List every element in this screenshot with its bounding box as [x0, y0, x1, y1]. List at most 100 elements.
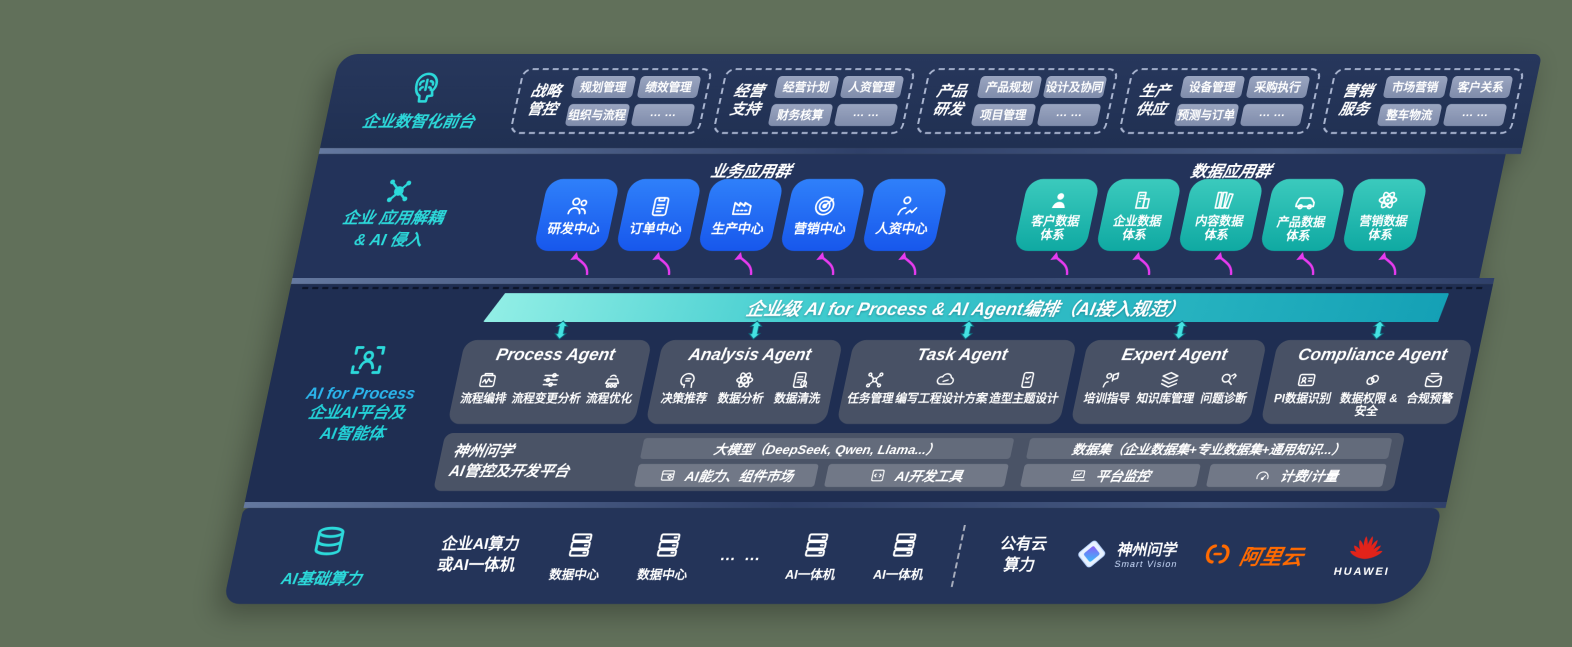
public-cloud-line2: 算力	[1001, 557, 1037, 574]
training-icon	[1097, 369, 1124, 391]
chip[interactable]: 设备管理	[1179, 76, 1245, 98]
tile-production-center[interactable]: 生产中心	[697, 179, 785, 251]
aliyun-logo: 阿里云	[1198, 541, 1306, 571]
flow-chart-icon	[474, 369, 501, 391]
chip[interactable]: 绩效管理	[636, 76, 702, 98]
chip[interactable]: 财务核算	[767, 104, 833, 126]
doc-clean-icon	[788, 369, 815, 391]
agent-item-label: 编写工程设计方案	[894, 393, 989, 405]
head-brain-icon	[329, 70, 523, 106]
tile-marketing-center[interactable]: 营销中心	[779, 179, 867, 251]
tablet-design-icon	[1015, 369, 1042, 391]
huawei-flower-icon	[1343, 534, 1390, 565]
chip[interactable]: 人资管理	[839, 76, 905, 98]
decouple-title-line2: & AI 侵入	[352, 231, 425, 249]
cell-ai-marketplace[interactable]: AI能力、组件市场	[634, 463, 819, 487]
server-rack-icon	[799, 530, 835, 560]
magenta-arrow-icon	[1296, 252, 1315, 276]
tile-label-line2: 体系	[1284, 228, 1312, 243]
chip[interactable]: 项目管理	[970, 104, 1036, 126]
group-operation: 经营支持 经营计划 人资管理 财务核算 … …	[711, 68, 917, 134]
analysis-agent-card[interactable]: Analysis Agent 决策推荐 数据分析	[645, 340, 843, 424]
tile-label-line1: 营销数据	[1357, 214, 1409, 229]
business-app-group: 业务应用群 研发中心	[528, 158, 955, 276]
agent-item-label: 数据清洗	[772, 393, 822, 405]
atom-icon	[1373, 188, 1402, 212]
diagnose-icon	[1214, 369, 1241, 391]
data-group-title: 数据应用群	[1188, 164, 1273, 181]
aliyun-brackets-icon	[1198, 543, 1236, 570]
tile-order-center[interactable]: 订单中心	[615, 179, 703, 251]
node-label: AI一体机	[871, 567, 925, 582]
magenta-arrow-icon	[1050, 252, 1069, 276]
chip[interactable]: 客户关系	[1448, 76, 1514, 98]
compute-band: AI基础算力 企业AI算力 或AI一体机 数据中心 数据中心 … … AI一体机	[223, 508, 1442, 604]
group-title: 生产供应	[1134, 83, 1172, 118]
chip[interactable]: 整车物流	[1376, 104, 1442, 126]
agent-item-label: 任务管理	[846, 393, 895, 405]
tile-product-data[interactable]: 产品数据 体系	[1259, 179, 1347, 251]
tile-customer-data[interactable]: 客户数据 体系	[1013, 179, 1101, 251]
agent-item-label: 培训指导	[1082, 393, 1132, 405]
teal-double-arrow-icon	[960, 320, 975, 340]
cell-platform-monitor[interactable]: 平台监控	[1019, 463, 1201, 487]
chip[interactable]: 经营计划	[773, 76, 839, 98]
ai-platform-label-block: AI for Process 企业AI平台及 AI智能体	[269, 340, 453, 446]
cell-ai-devtools[interactable]: AI开发工具	[823, 463, 1009, 487]
tile-label: 营销中心	[792, 221, 848, 237]
tile-hr-center[interactable]: 人资中心	[861, 179, 949, 251]
tile-enterprise-data[interactable]: 企业数据 体系	[1095, 179, 1183, 251]
dashed-vertical-divider	[950, 525, 966, 587]
compute-label-block: AI基础算力	[260, 523, 392, 589]
monitor-icon	[1068, 467, 1089, 484]
tile-label-line2: 体系	[1039, 227, 1067, 242]
huawei-logo: HUAWEI	[1332, 534, 1397, 578]
tile-label: 研发中心	[546, 221, 602, 237]
gauge-icon	[1253, 467, 1274, 484]
server-rack-icon	[887, 530, 923, 560]
target-icon	[809, 193, 841, 219]
process-agent-card[interactable]: Process Agent 流程编排 流程变更分析	[447, 340, 653, 424]
tile-label-line2: 体系	[1121, 227, 1149, 242]
task-agent-card[interactable]: Task Agent 任务管理 编写工程设计方案	[836, 340, 1077, 424]
chip: … …	[1239, 104, 1305, 126]
group-strategy: 战略管控 规划管理 绩效管理 组织与流程 … …	[508, 68, 714, 134]
agent-title: Task Agent	[915, 345, 1010, 364]
chip[interactable]: 采购执行	[1245, 76, 1311, 98]
chip[interactable]: 市场营销	[1382, 76, 1448, 98]
team-icon	[563, 193, 595, 219]
front-stage-label-block: 企业数智化前台	[323, 70, 522, 132]
dashed-separator	[302, 287, 1483, 289]
smart-vision-logo: 神州问学 Smart Vision	[1069, 536, 1184, 577]
marketplace-icon	[658, 467, 679, 484]
head-idea-icon	[675, 369, 702, 391]
chip[interactable]: 预测与订单	[1173, 104, 1239, 126]
chip[interactable]: 设计及协同	[1042, 76, 1108, 98]
cell-billing[interactable]: 计费/计量	[1205, 463, 1387, 487]
agent-title: Analysis Agent	[686, 345, 814, 364]
huawei-name: HUAWEI	[1332, 566, 1392, 578]
model-header: 大模型（DeepSeek, Qwen, Llama...）	[640, 437, 1015, 459]
tile-rd-center[interactable]: 研发中心	[533, 179, 621, 251]
tile-content-data[interactable]: 内容数据 体系	[1177, 179, 1265, 251]
ai-appliance-node: AI一体机	[776, 530, 853, 583]
agent-title: Compliance Agent	[1296, 345, 1450, 364]
dev-platform-label: 神州问学 AI管控及开发平台	[447, 442, 628, 483]
chip[interactable]: 规划管理	[570, 76, 636, 98]
group-production-supply: 生产供应 设备管理 采购执行 预测与订单 … …	[1117, 68, 1323, 134]
database-icon	[305, 523, 354, 563]
building-icon	[1127, 188, 1156, 212]
compliance-agent-card[interactable]: Compliance Agent PI数据识别 数据权限 & 安全	[1260, 340, 1474, 424]
group-title: 经营支持	[728, 83, 766, 118]
chip[interactable]: 组织与流程	[564, 104, 630, 126]
group-product-rd: 产品研发 产品规划 设计及协同 项目管理 … …	[914, 68, 1120, 134]
datacenter-node: 数据中心	[628, 530, 705, 583]
tile-marketing-data[interactable]: 营销数据 体系	[1341, 179, 1429, 251]
expert-agent-card[interactable]: Expert Agent 培训指导 知识库管理	[1070, 340, 1268, 424]
smart-vision-name: 神州问学	[1115, 541, 1180, 559]
agent-item-label: 决策推荐	[659, 393, 709, 405]
tile-label-line1: 企业数据	[1111, 214, 1163, 229]
chip[interactable]: 产品规划	[976, 76, 1042, 98]
agent-item-label: 流程优化	[584, 393, 634, 405]
